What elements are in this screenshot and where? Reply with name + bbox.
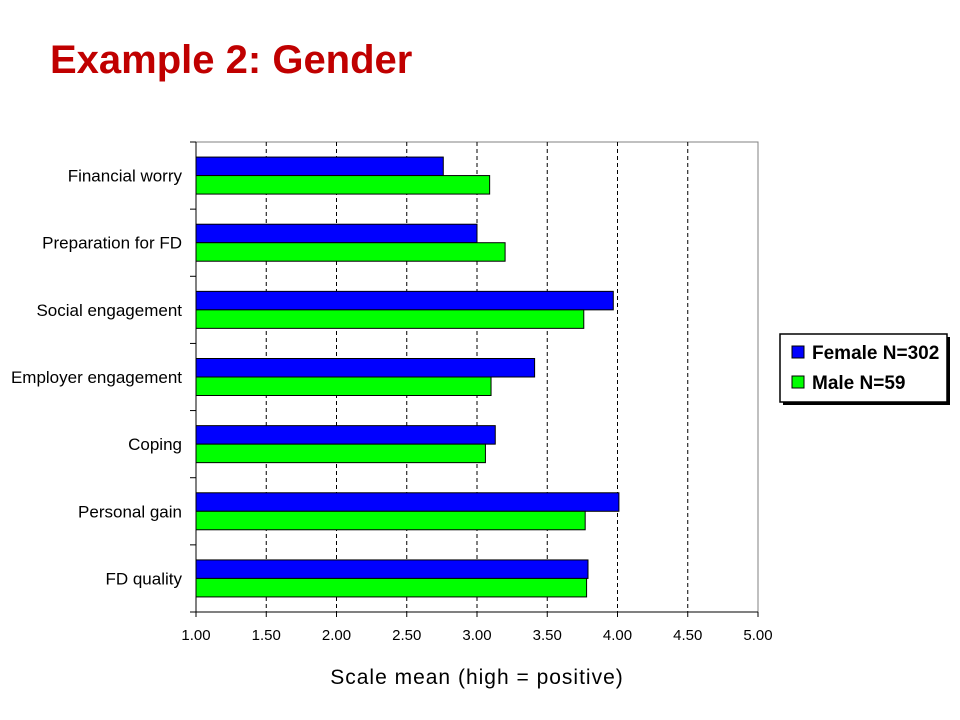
x-tick-label: 5.00 bbox=[743, 627, 772, 644]
category-label: Social engagement bbox=[36, 301, 182, 320]
legend-label-male: Male N=59 bbox=[812, 373, 905, 394]
x-tick-label: 3.50 bbox=[533, 627, 562, 644]
male-bar bbox=[195, 242, 506, 262]
x-tick-label: 1.00 bbox=[181, 627, 210, 644]
male-bar bbox=[195, 376, 492, 396]
male-bar bbox=[195, 309, 585, 329]
male-bar bbox=[195, 443, 486, 464]
x-tick-label: 1.50 bbox=[252, 627, 281, 644]
male-bar bbox=[195, 175, 491, 195]
female-bar bbox=[195, 425, 496, 445]
category-label: Preparation for FD bbox=[42, 234, 182, 253]
x-tick-label: 4.50 bbox=[673, 627, 702, 644]
female-bar bbox=[195, 290, 614, 311]
legend-box bbox=[779, 333, 948, 403]
female-bar bbox=[195, 156, 444, 177]
x-tick-label: 3.00 bbox=[462, 627, 491, 644]
legend-swatch-male bbox=[791, 375, 805, 389]
page-title: Example 2: Gender bbox=[50, 38, 413, 82]
legend: Female N=302 Male N=59 bbox=[779, 333, 950, 405]
category-label: FD quality bbox=[105, 569, 182, 588]
female-bar bbox=[195, 559, 589, 579]
category-label: Coping bbox=[128, 435, 182, 454]
x-tick-label: 2.50 bbox=[392, 627, 421, 644]
plot-area: 1.00 1.50 2.00 2.50 3.00 3.50 4.00 4.50 5.00 Fina… bbox=[11, 141, 773, 644]
category-label: Employer engagement bbox=[11, 368, 182, 387]
x-tick-label: 4.00 bbox=[603, 627, 632, 644]
female-bar bbox=[195, 223, 478, 244]
x-tick-label: 2.00 bbox=[322, 627, 351, 644]
female-bar bbox=[195, 358, 536, 378]
female-bar bbox=[195, 492, 620, 512]
category-label: Financial worry bbox=[68, 167, 183, 186]
x-axis-title: Scale mean (high = positive) bbox=[330, 666, 624, 689]
male-bar bbox=[195, 510, 586, 531]
male-bar bbox=[195, 577, 588, 598]
category-label: Personal gain bbox=[78, 502, 182, 521]
legend-swatch-female bbox=[791, 345, 805, 359]
legend-label-female: Female N=302 bbox=[812, 343, 939, 364]
